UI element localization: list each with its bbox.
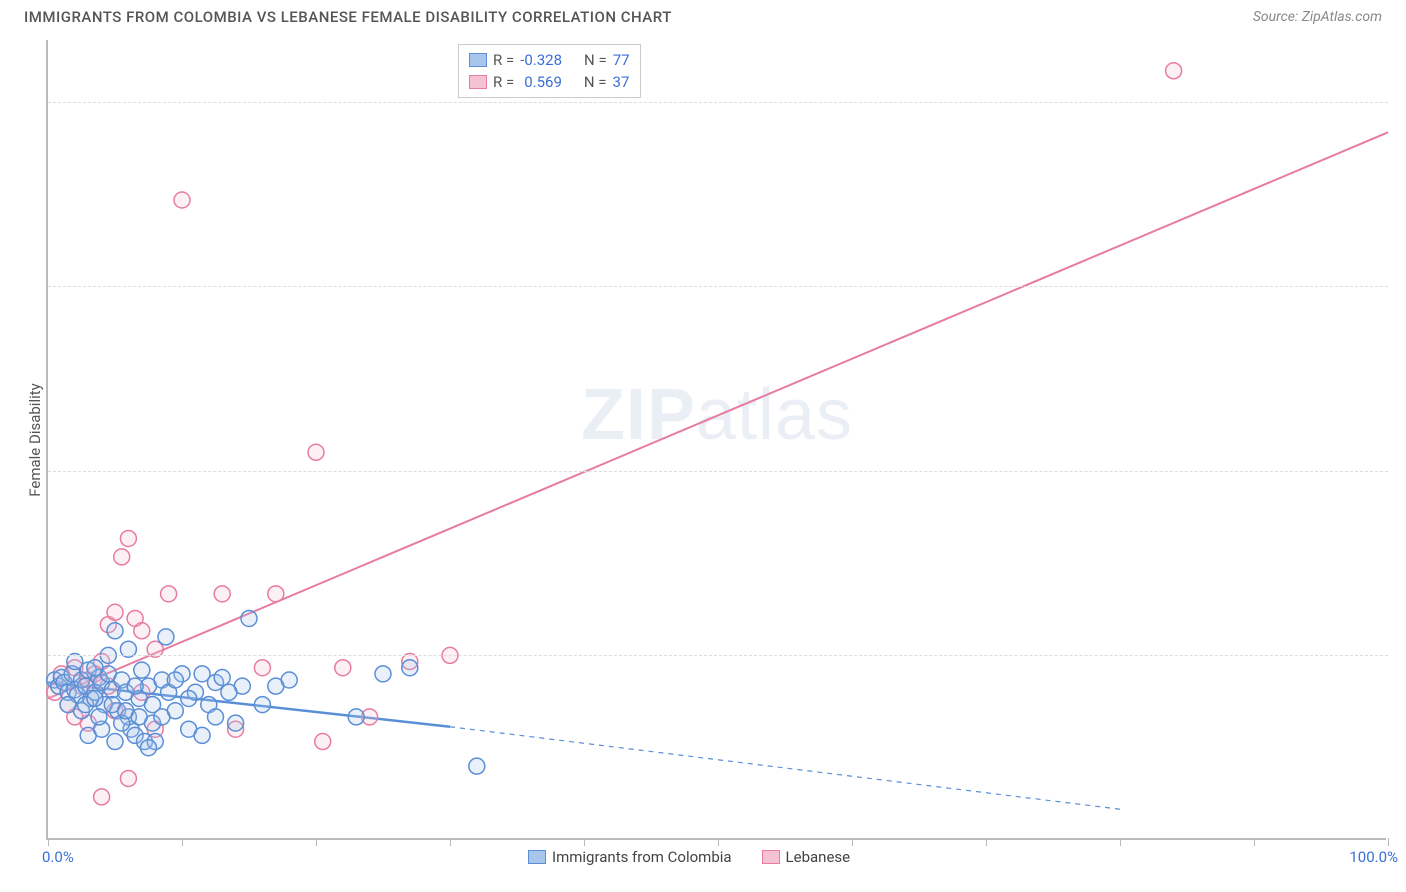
point-colombia	[348, 709, 364, 725]
r-value-lebanese: 0.569	[524, 71, 562, 93]
point-lebanese	[1166, 63, 1182, 79]
point-colombia	[87, 660, 103, 676]
point-lebanese	[254, 660, 270, 676]
point-lebanese	[214, 586, 230, 602]
point-colombia	[167, 672, 183, 688]
x-tick	[450, 838, 451, 846]
legend-item-lebanese: Lebanese	[762, 848, 851, 866]
legend-item-colombia: Immigrants from Colombia	[528, 848, 732, 866]
series-legend: Immigrants from Colombia Lebanese	[528, 848, 850, 866]
point-colombia	[87, 690, 103, 706]
swatch-lebanese-icon	[762, 850, 780, 864]
point-colombia	[241, 610, 257, 626]
r-value-colombia: -0.328	[520, 49, 562, 71]
point-colombia	[127, 678, 143, 694]
point-colombia	[281, 672, 297, 688]
point-colombia	[214, 670, 230, 686]
point-colombia	[131, 709, 147, 725]
n-value-colombia: 77	[613, 49, 630, 71]
legend-label-lebanese: Lebanese	[786, 848, 851, 866]
point-colombia	[107, 734, 123, 750]
point-colombia	[134, 662, 150, 678]
point-lebanese	[114, 549, 130, 565]
x-axis-max-label: 100.0%	[1349, 848, 1398, 866]
plot-area: ZIPatlas Female Disability R = -0.328 N …	[46, 40, 1386, 840]
x-tick	[852, 838, 853, 846]
swatch-lebanese	[469, 75, 487, 89]
point-lebanese	[335, 660, 351, 676]
point-colombia	[194, 727, 210, 743]
n-label: N =	[584, 49, 607, 71]
swatch-colombia-icon	[528, 850, 546, 864]
point-lebanese	[134, 623, 150, 639]
source-attribution: Source: ZipAtlas.com	[1253, 9, 1382, 25]
point-lebanese	[268, 586, 284, 602]
legend-row-colombia: R = -0.328 N = 77	[469, 49, 630, 71]
y-axis-label: Female Disability	[26, 383, 44, 497]
x-tick	[182, 838, 183, 846]
point-lebanese	[120, 770, 136, 786]
gridline	[48, 286, 1388, 287]
x-tick	[48, 838, 49, 846]
point-colombia	[375, 666, 391, 682]
point-lebanese	[94, 789, 110, 805]
point-colombia	[158, 629, 174, 645]
point-colombia	[208, 709, 224, 725]
point-lebanese	[315, 734, 331, 750]
x-tick	[1388, 838, 1389, 846]
point-colombia	[91, 709, 107, 725]
point-lebanese	[308, 444, 324, 460]
legend-label-colombia: Immigrants from Colombia	[552, 848, 732, 866]
chart-container: ZIPatlas Female Disability R = -0.328 N …	[46, 40, 1386, 840]
point-colombia	[469, 758, 485, 774]
x-axis-min-label: 0.0%	[42, 848, 74, 866]
point-colombia	[254, 697, 270, 713]
point-colombia	[194, 666, 210, 682]
point-colombia	[228, 715, 244, 731]
point-colombia	[107, 623, 123, 639]
gridline	[48, 471, 1388, 472]
x-tick	[1120, 838, 1121, 846]
x-tick	[1254, 838, 1255, 846]
point-colombia	[154, 709, 170, 725]
point-lebanese	[174, 192, 190, 208]
x-tick	[584, 838, 585, 846]
n-value-lebanese: 37	[613, 71, 630, 93]
x-tick	[986, 838, 987, 846]
point-colombia	[221, 684, 237, 700]
point-lebanese	[120, 530, 136, 546]
point-colombia	[402, 660, 418, 676]
x-tick	[316, 838, 317, 846]
r-label: R =	[493, 71, 514, 93]
swatch-colombia	[469, 53, 487, 67]
gridline	[48, 655, 1388, 656]
point-lebanese	[107, 604, 123, 620]
gridline	[48, 102, 1388, 103]
plot-svg	[48, 40, 1388, 840]
legend-row-lebanese: R = 0.569 N = 37	[469, 71, 630, 93]
r-label: R =	[493, 49, 514, 71]
point-colombia	[181, 690, 197, 706]
point-colombia	[141, 740, 157, 756]
point-lebanese	[161, 586, 177, 602]
trendline-colombia-dashed	[450, 727, 1120, 809]
correlation-legend: R = -0.328 N = 77 R = 0.569 N = 37	[458, 44, 641, 98]
x-tick	[718, 838, 719, 846]
n-label: N =	[584, 71, 607, 93]
chart-title: IMMIGRANTS FROM COLOMBIA VS LEBANESE FEM…	[24, 8, 672, 26]
